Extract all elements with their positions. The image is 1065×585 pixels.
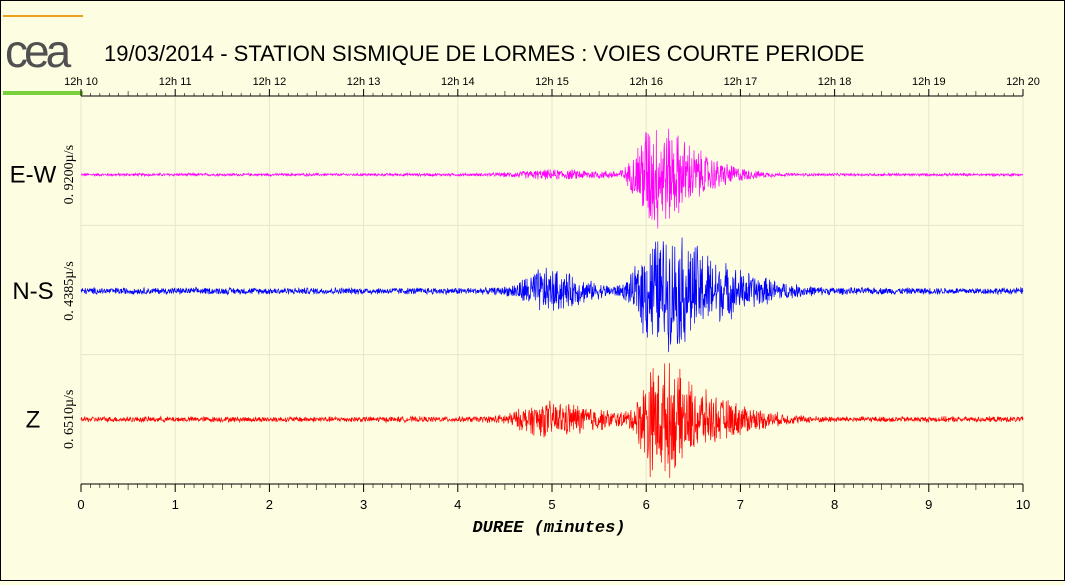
x-tick-label: 0 — [77, 497, 84, 512]
channel-scale: 0. 6510µ/s — [62, 390, 77, 449]
top-tick-label: 12h 16 — [629, 76, 663, 88]
top-tick-label: 12h 14 — [441, 76, 475, 88]
x-tick-label: 8 — [831, 497, 838, 512]
channel-name: Z — [26, 406, 41, 433]
x-tick-label: 1 — [172, 497, 179, 512]
traces — [80, 128, 1024, 479]
trace-n-s — [80, 237, 1024, 353]
channel-labels: E-W 0. 9200µ/s N-S 0. 4385µ/s Z 0. 6510µ/s — [10, 145, 77, 449]
top-tick-label: 12h 18 — [818, 76, 852, 88]
top-tick-label: 12h 17 — [724, 76, 758, 88]
top-tick-label: 12h 15 — [535, 76, 569, 88]
trace-e-w — [80, 128, 1024, 229]
chart-title: 19/03/2014 - STATION SISMIQUE DE LORMES … — [104, 41, 864, 66]
x-tick-label: 5 — [548, 497, 555, 512]
channel-scale: 0. 9200µ/s — [62, 145, 77, 204]
top-tick-label: 12h 20 — [1006, 76, 1040, 88]
channel-name: E-W — [10, 162, 57, 189]
x-tick-label: 10 — [1016, 497, 1030, 512]
x-tick-label: 9 — [925, 497, 932, 512]
top-tick-label: 12h 19 — [912, 76, 946, 88]
x-tick-label: 3 — [360, 497, 367, 512]
x-tick-label: 6 — [643, 497, 650, 512]
axes: 12h 10 12h 11 12h 12 12h 13 12h 14 12h 15 12h … — [64, 76, 1040, 512]
top-tick-label: 12h 13 — [347, 76, 381, 88]
trace-z — [80, 363, 1024, 479]
x-tick-label: 4 — [454, 497, 461, 512]
x-axis-label: DUREE (minutes) — [472, 519, 625, 538]
x-tick-label: 2 — [266, 497, 273, 512]
channel-scale: 0. 4385µ/s — [62, 261, 77, 320]
logo-text: cea — [5, 25, 72, 77]
channel-name: N-S — [12, 278, 53, 305]
x-tick-label: 7 — [737, 497, 744, 512]
top-tick-label: 12h 10 — [64, 76, 98, 88]
top-tick-label: 12h 11 — [159, 76, 192, 88]
top-tick-label: 12h 12 — [253, 76, 287, 88]
cea-logo: cea — [3, 15, 83, 95]
